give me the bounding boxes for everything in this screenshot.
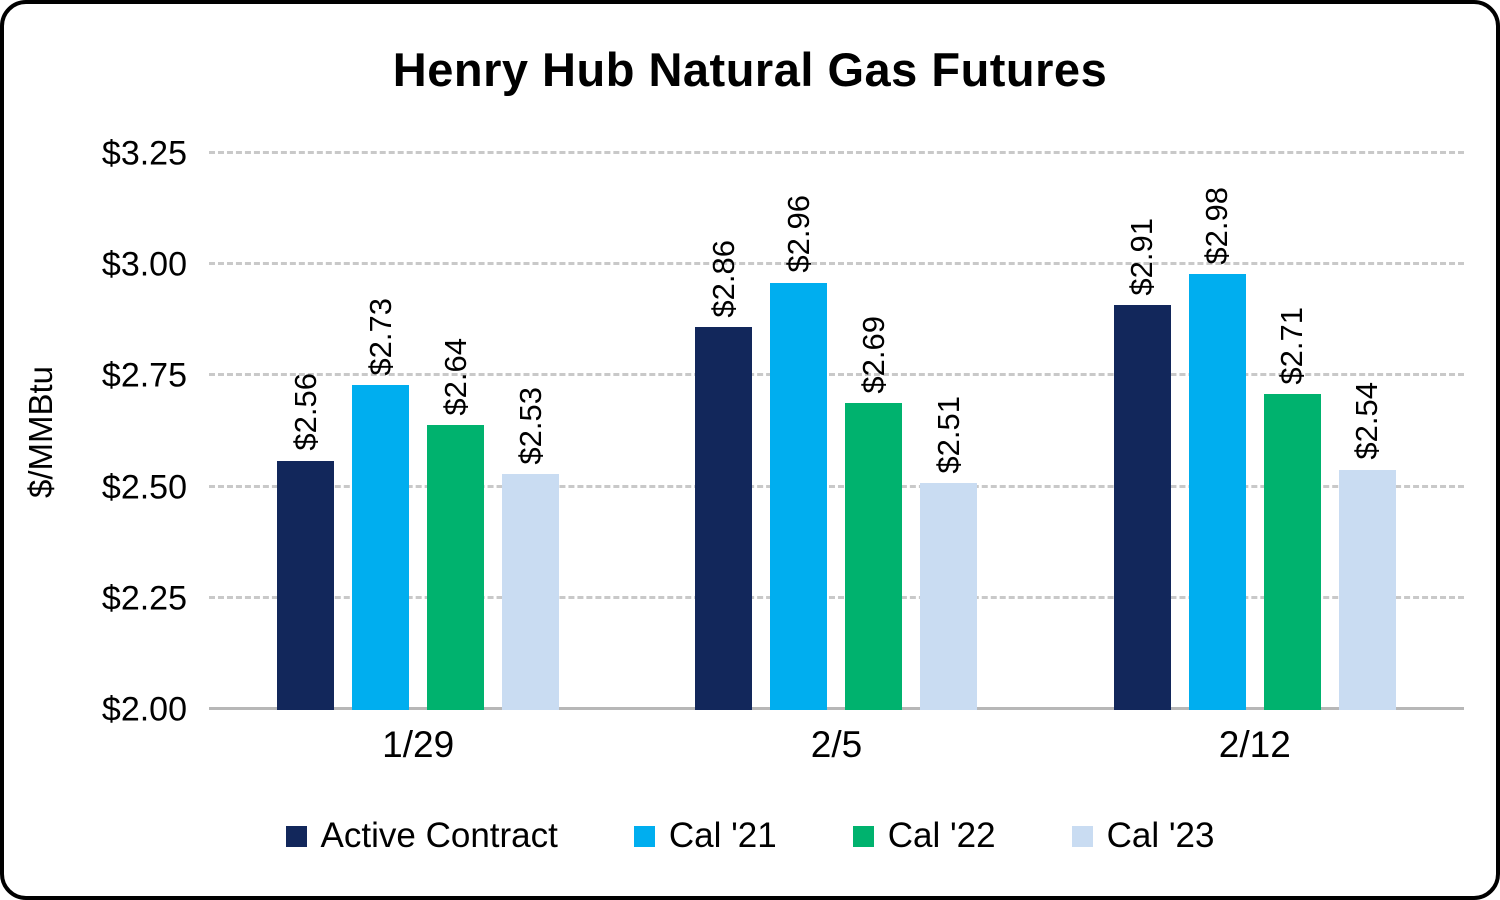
bar-value-label: $2.69 bbox=[855, 315, 891, 394]
bar bbox=[427, 425, 485, 710]
y-tick-label: $2.25 bbox=[101, 579, 187, 618]
chart-title: Henry Hub Natural Gas Futures bbox=[392, 43, 1108, 96]
bar-wrap: $2.73 bbox=[352, 154, 410, 710]
y-tick-label: $2.75 bbox=[101, 356, 187, 395]
bar-wrap: $2.53 bbox=[502, 154, 560, 710]
bar bbox=[502, 474, 560, 710]
bar bbox=[352, 385, 410, 710]
bar bbox=[277, 460, 335, 710]
bar-value-label: $2.91 bbox=[1124, 217, 1160, 296]
legend-swatch bbox=[285, 825, 307, 847]
gridline bbox=[209, 707, 1464, 710]
gridline bbox=[209, 151, 1464, 154]
bar-group: $2.56 $2.73 $2.64 $2.53 bbox=[277, 154, 560, 710]
bar-group: $2.86 $2.96 $2.69 $2.51 bbox=[695, 154, 978, 710]
legend-label: Active Contract bbox=[320, 816, 558, 855]
bar bbox=[1188, 274, 1246, 710]
legend-label: Cal '23 bbox=[1106, 816, 1215, 855]
y-tick-label: $3.00 bbox=[101, 245, 187, 284]
legend-item: Cal '21 bbox=[633, 816, 777, 856]
bar-group: $2.91 $2.98 $2.71 $2.54 bbox=[1113, 154, 1396, 710]
bar-wrap: $2.91 bbox=[1113, 154, 1171, 710]
legend: Active Contract Cal '21 Cal '22 Cal '23 bbox=[4, 816, 1496, 856]
legend-item: Cal '23 bbox=[1071, 816, 1215, 856]
bar-wrap: $2.86 bbox=[695, 154, 753, 710]
y-tick-label: $3.25 bbox=[101, 134, 187, 173]
legend-item: Active Contract bbox=[285, 816, 558, 856]
legend-swatch bbox=[1071, 825, 1093, 847]
gridline bbox=[209, 373, 1464, 377]
bar-wrap: $2.56 bbox=[277, 154, 335, 710]
bar bbox=[1263, 394, 1321, 710]
bar-wrap: $2.69 bbox=[845, 154, 903, 710]
legend-swatch bbox=[852, 825, 874, 847]
plot-area: $2.00 $2.25 $2.50 $2.75 $3.00 $3.25 $2.56 $2.7… bbox=[102, 135, 1464, 729]
bar-value-label: $2.98 bbox=[1199, 186, 1235, 265]
bar-wrap: $2.64 bbox=[427, 154, 485, 710]
y-tick-label: $2.50 bbox=[101, 468, 187, 507]
bar-value-label: $2.86 bbox=[705, 239, 741, 318]
bar bbox=[1338, 469, 1396, 710]
bar bbox=[845, 403, 903, 710]
gridline bbox=[209, 262, 1464, 266]
legend-item: Cal '22 bbox=[852, 816, 996, 856]
bar-wrap: $2.98 bbox=[1188, 154, 1246, 710]
bar bbox=[695, 327, 753, 710]
legend-label: Cal '22 bbox=[887, 816, 996, 855]
gridline bbox=[209, 484, 1464, 488]
bar bbox=[1113, 305, 1171, 710]
legend-label: Cal '21 bbox=[668, 816, 777, 855]
x-tick-label: 1/29 bbox=[382, 724, 455, 765]
bar-wrap: $2.54 bbox=[1338, 154, 1396, 710]
bar-groups-layer: $2.56 $2.73 $2.64 $2.53 $2.86 $2.96 $2.69 $2.51… bbox=[209, 154, 1464, 710]
bar-value-label: $2.51 bbox=[930, 395, 966, 474]
bar-value-label: $2.54 bbox=[1349, 382, 1385, 460]
bar-value-label: $2.96 bbox=[780, 195, 816, 273]
bar bbox=[920, 483, 978, 710]
bar bbox=[770, 283, 828, 710]
y-tick-label: $2.00 bbox=[101, 690, 187, 729]
gridline bbox=[209, 595, 1464, 599]
legend-swatch bbox=[633, 825, 655, 847]
bar-wrap: $2.51 bbox=[920, 154, 978, 710]
bar-value-label: $2.56 bbox=[287, 373, 323, 451]
x-tick-label: 2/5 bbox=[810, 724, 863, 765]
bar-wrap: $2.71 bbox=[1263, 154, 1321, 710]
bar-value-label: $2.64 bbox=[437, 337, 473, 416]
bar-value-label: $2.71 bbox=[1274, 306, 1310, 385]
bar-wrap: $2.96 bbox=[770, 154, 828, 710]
bar-value-label: $2.73 bbox=[362, 297, 398, 376]
bar-value-label: $2.53 bbox=[512, 386, 548, 465]
x-tick-label: 2/12 bbox=[1218, 724, 1291, 765]
y-axis-label: $/MMBtu bbox=[22, 365, 59, 499]
x-axis-labels: 1/29 2/5 2/12 bbox=[209, 724, 1464, 766]
